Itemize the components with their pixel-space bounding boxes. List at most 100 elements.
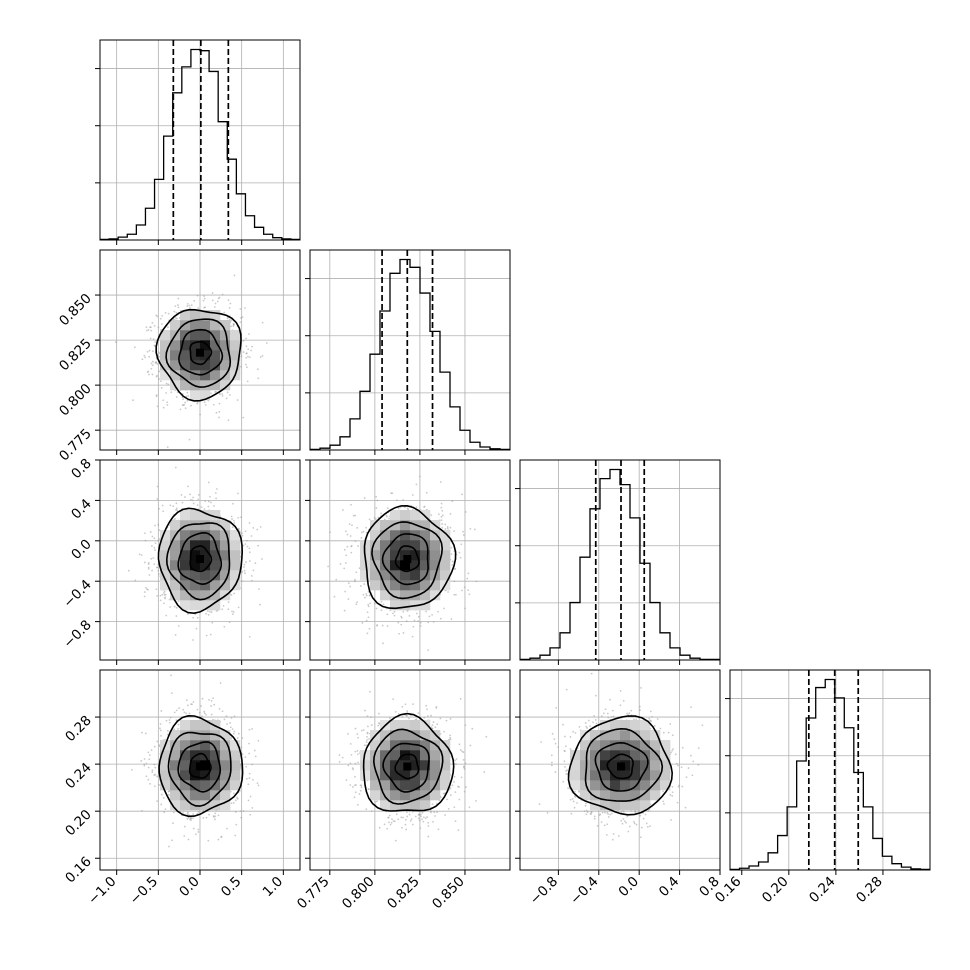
- density-cell: [390, 520, 401, 531]
- density-cell: [400, 520, 411, 531]
- x-tick-label: 0.825: [384, 874, 423, 913]
- density-cell: [210, 770, 221, 781]
- scatter-point: [143, 591, 146, 593]
- scatter-point: [234, 811, 237, 813]
- scatter-point: [357, 753, 359, 756]
- scatter-point: [167, 790, 170, 793]
- density-cell: [360, 760, 371, 771]
- scatter-point: [150, 329, 153, 332]
- scatter-point: [157, 539, 160, 542]
- density-cell: [190, 560, 201, 571]
- scatter-point: [449, 736, 452, 739]
- density-cell: [370, 780, 381, 791]
- scatter-point: [365, 526, 368, 529]
- scatter-point: [365, 619, 368, 622]
- density-cell: [200, 390, 211, 401]
- scatter-point: [177, 625, 180, 627]
- scatter-point: [370, 810, 373, 813]
- scatter-point: [374, 518, 377, 520]
- scatter-point: [163, 592, 165, 594]
- scatter-point: [390, 821, 393, 824]
- scatter-point: [161, 323, 163, 325]
- scatter-point: [233, 715, 236, 718]
- scatter-point: [352, 786, 354, 788]
- scatter-point: [373, 516, 376, 519]
- scatter-point: [235, 823, 238, 826]
- contour-level-3: [157, 507, 244, 615]
- scatter-point: [144, 732, 147, 735]
- scatter-point: [475, 580, 478, 583]
- scatter-point: [453, 593, 455, 596]
- scatter-point: [176, 509, 179, 512]
- density-cell: [160, 350, 171, 361]
- scatter-point: [395, 813, 398, 816]
- scatter-point: [191, 703, 193, 706]
- scatter-point: [246, 777, 248, 780]
- scatter-point: [241, 532, 243, 535]
- scatter-point: [232, 792, 235, 795]
- scatter-point: [219, 682, 222, 684]
- scatter-point: [228, 621, 231, 624]
- scatter-point: [170, 391, 173, 394]
- scatter-point: [431, 724, 434, 727]
- density-cell: [420, 770, 431, 781]
- scatter-point: [441, 526, 444, 529]
- density-cell: [210, 370, 221, 381]
- scatter-point: [127, 569, 130, 572]
- density-cell: [170, 360, 181, 371]
- scatter-point: [681, 746, 684, 749]
- x-tick-label: 1.0: [260, 874, 287, 901]
- scatter-point: [258, 588, 260, 591]
- scatter-point: [365, 593, 368, 595]
- scatter-point: [441, 523, 444, 525]
- scatter-point: [374, 800, 377, 803]
- scatter-point: [182, 404, 185, 406]
- scatter-point: [163, 811, 166, 814]
- scatter-point: [172, 822, 174, 825]
- scatter-point: [223, 718, 226, 721]
- scatter-point: [183, 835, 186, 837]
- scatter-point: [168, 721, 171, 724]
- scatter-point: [159, 723, 162, 725]
- scatter-point: [189, 498, 192, 501]
- scatter-point: [237, 492, 239, 495]
- scatter-point: [357, 761, 359, 764]
- density-cell: [430, 580, 441, 591]
- scatter-point: [354, 775, 356, 778]
- scatter-point: [175, 606, 178, 609]
- contour-level-0: [188, 752, 212, 779]
- scatter-point: [405, 811, 408, 814]
- scatter-point: [221, 395, 224, 397]
- scatter-point: [375, 607, 378, 610]
- density-blocks: [360, 510, 451, 611]
- density-cell: [420, 750, 431, 761]
- density-cell: [190, 780, 201, 791]
- density-cell: [390, 590, 401, 601]
- scatter-point: [346, 533, 349, 536]
- scatter-point: [187, 704, 189, 707]
- density-cell: [430, 590, 441, 601]
- scatter-point: [156, 594, 158, 597]
- density-cell: [210, 590, 221, 601]
- density-cell: [390, 580, 401, 591]
- scatter-point: [411, 810, 414, 813]
- scatter-point: [401, 826, 403, 829]
- scatter-point: [165, 392, 167, 394]
- scatter-point: [347, 582, 350, 585]
- y-tick-label: 0.24: [62, 760, 95, 793]
- scatter-point: [164, 808, 167, 811]
- scatter-point: [149, 326, 152, 329]
- y-tick-label: 0.800: [56, 381, 95, 420]
- density-cell: [230, 750, 241, 761]
- density-cell: [220, 340, 231, 351]
- scatter-point: [606, 811, 609, 814]
- scatter-point: [217, 838, 220, 841]
- scatter-point: [376, 623, 379, 626]
- density-cell: [160, 340, 171, 351]
- density-cell: [200, 590, 211, 601]
- density-cell: [410, 560, 421, 571]
- scatter-point: [237, 516, 240, 519]
- contour-level-1: [177, 741, 222, 793]
- scatter-point: [367, 605, 370, 608]
- panel-frame: [309, 669, 511, 871]
